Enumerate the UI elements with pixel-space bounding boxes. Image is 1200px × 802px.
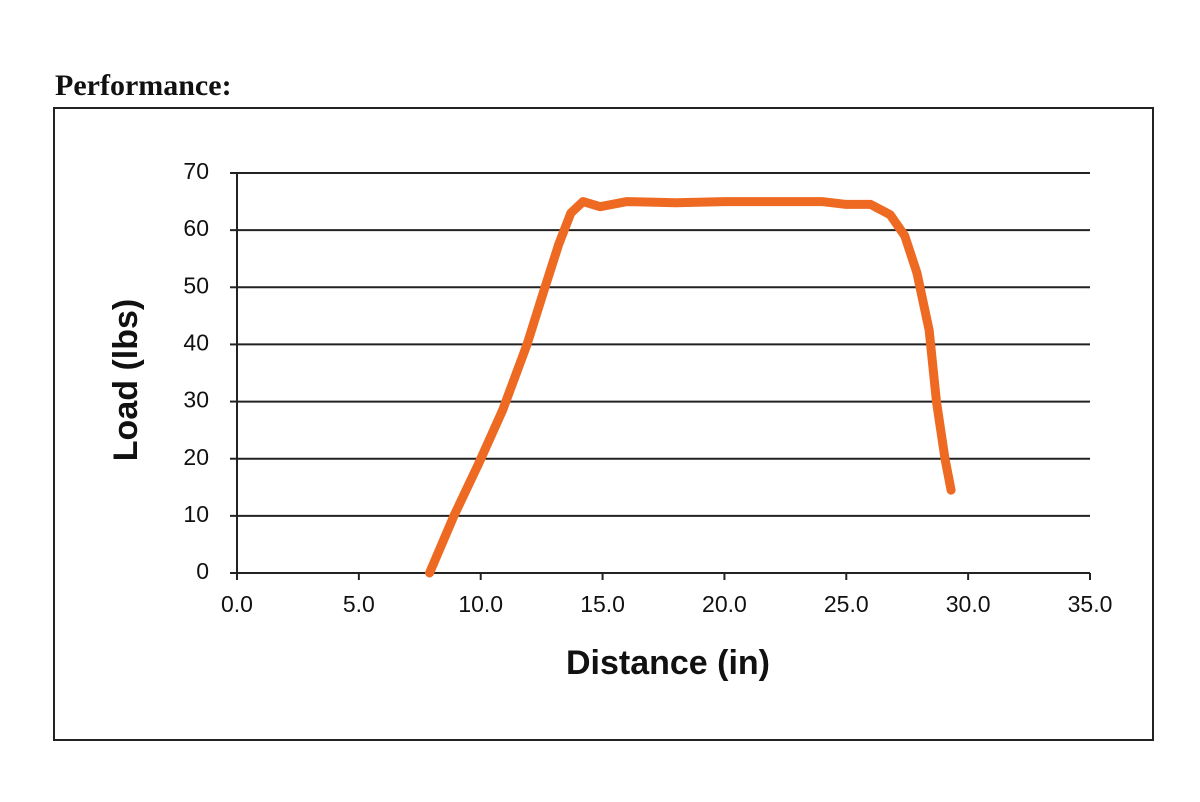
x-tick-label: 35.0 (1068, 591, 1113, 617)
y-tick-label: 0 (196, 558, 209, 584)
x-tick-label: 30.0 (946, 591, 991, 617)
x-tick-label: 10.0 (458, 591, 503, 617)
chart-title: Performance: (55, 69, 232, 102)
y-tick-label: 70 (183, 158, 209, 184)
chart-frame (53, 107, 1154, 741)
y-tick-label: 10 (183, 501, 209, 527)
x-tick-label: 0.0 (221, 591, 253, 617)
x-tick-label: 20.0 (702, 591, 747, 617)
x-tick-label: 25.0 (824, 591, 869, 617)
y-tick-label: 30 (183, 387, 209, 413)
y-axis-label: Load (lbs) (107, 299, 145, 461)
y-tick-label: 60 (183, 215, 209, 241)
data-line (425, 197, 956, 578)
y-tick-label: 40 (183, 330, 209, 356)
x-axis-label: Distance (in) (566, 644, 770, 682)
x-tick-label: 15.0 (580, 591, 625, 617)
y-tick-label: 50 (183, 272, 209, 298)
x-tick-label: 5.0 (343, 591, 375, 617)
y-tick-label: 20 (183, 444, 209, 470)
